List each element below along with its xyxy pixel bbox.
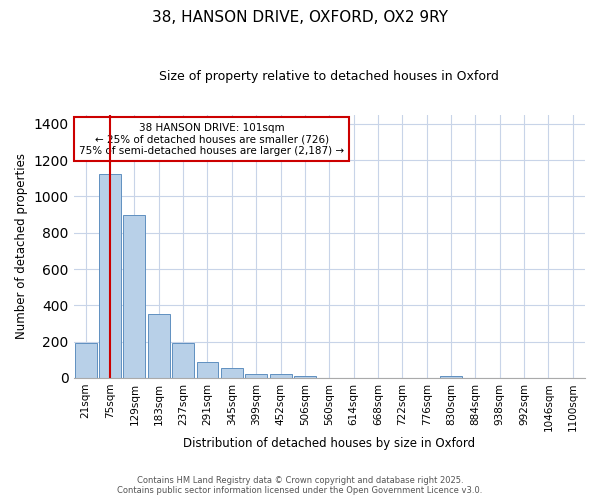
Y-axis label: Number of detached properties: Number of detached properties — [15, 154, 28, 340]
Bar — [99, 174, 121, 378]
Bar — [294, 376, 316, 378]
Bar — [148, 314, 170, 378]
Bar — [245, 374, 267, 378]
X-axis label: Distribution of detached houses by size in Oxford: Distribution of detached houses by size … — [183, 437, 475, 450]
Title: Size of property relative to detached houses in Oxford: Size of property relative to detached ho… — [160, 70, 499, 83]
Bar — [440, 376, 462, 378]
Bar — [221, 368, 243, 378]
Bar — [197, 362, 218, 378]
Text: 38 HANSON DRIVE: 101sqm
← 25% of detached houses are smaller (726)
75% of semi-d: 38 HANSON DRIVE: 101sqm ← 25% of detache… — [79, 122, 344, 156]
Text: 38, HANSON DRIVE, OXFORD, OX2 9RY: 38, HANSON DRIVE, OXFORD, OX2 9RY — [152, 10, 448, 25]
Bar — [124, 216, 145, 378]
Bar — [172, 342, 194, 378]
Text: Contains HM Land Registry data © Crown copyright and database right 2025.
Contai: Contains HM Land Registry data © Crown c… — [118, 476, 482, 495]
Bar — [75, 342, 97, 378]
Bar — [269, 374, 292, 378]
